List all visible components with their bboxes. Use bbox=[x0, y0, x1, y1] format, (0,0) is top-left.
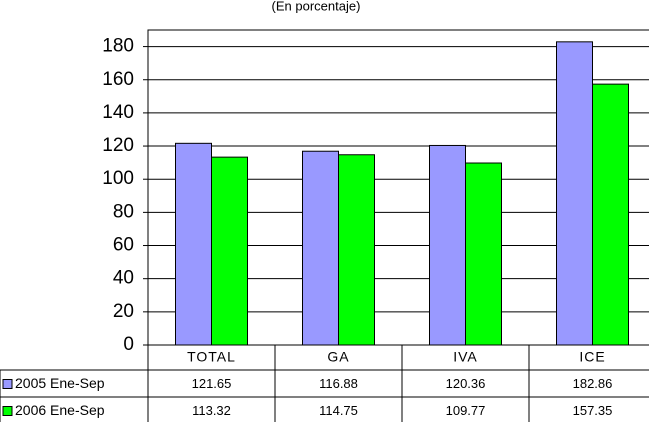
bar bbox=[592, 83, 629, 346]
bar bbox=[556, 41, 593, 346]
table-value: 157.35 bbox=[573, 403, 613, 418]
y-tick-label: 80 bbox=[113, 201, 134, 222]
bar bbox=[465, 162, 502, 346]
y-tick-label: 160 bbox=[102, 69, 134, 90]
x-tick-label: TOTAL bbox=[187, 349, 236, 365]
table-value: 182.86 bbox=[573, 376, 613, 391]
y-tick-label: 100 bbox=[102, 168, 134, 189]
table-value: 113.32 bbox=[192, 403, 231, 418]
bar bbox=[302, 150, 339, 346]
table-value: 109.77 bbox=[446, 403, 486, 418]
y-tick-label: 140 bbox=[102, 102, 134, 123]
legend-key bbox=[2, 406, 13, 416]
table-value: 114.75 bbox=[319, 403, 358, 418]
legend-label: 2005 Ene-Sep bbox=[15, 375, 105, 391]
legend-key bbox=[2, 379, 13, 389]
y-tick-label: 40 bbox=[113, 268, 134, 289]
bar bbox=[429, 144, 466, 346]
y-tick-label: 60 bbox=[113, 235, 134, 256]
y-tick-label: 20 bbox=[113, 301, 134, 322]
y-tick-label: 120 bbox=[102, 135, 134, 156]
y-tick-label: 180 bbox=[102, 36, 134, 57]
x-tick-label: GA bbox=[327, 349, 349, 365]
table-value: 120.36 bbox=[446, 376, 486, 391]
bar bbox=[338, 154, 375, 346]
bar bbox=[211, 156, 248, 346]
x-tick-label: ICE bbox=[579, 349, 605, 365]
bar bbox=[175, 142, 212, 346]
x-tick-label: IVA bbox=[453, 349, 478, 365]
y-tick-label: 0 bbox=[123, 334, 134, 355]
table-value: 116.88 bbox=[319, 376, 358, 391]
chart-title: (En porcentaje) bbox=[272, 0, 361, 13]
table-value: 121.65 bbox=[192, 376, 232, 391]
legend-label: 2006 Ene-Sep bbox=[15, 402, 105, 418]
